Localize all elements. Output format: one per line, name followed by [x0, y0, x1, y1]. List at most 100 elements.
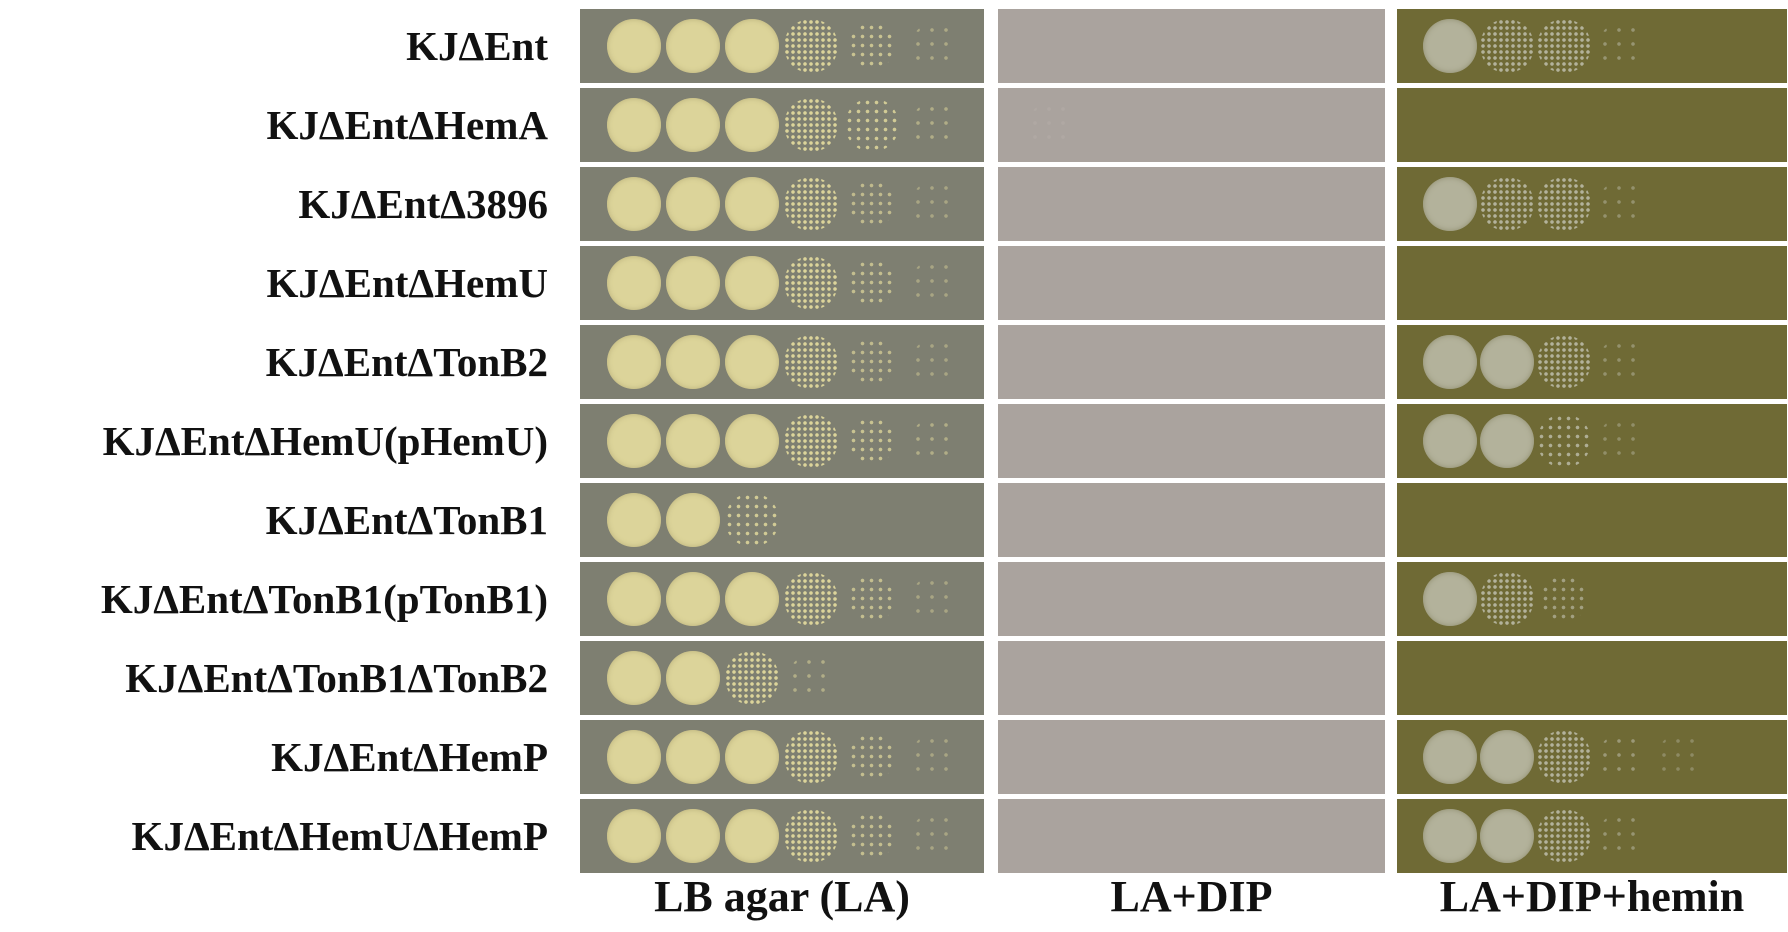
plate-strip	[998, 246, 1385, 320]
colony-spot	[1536, 177, 1591, 231]
colony-spot	[911, 23, 957, 69]
colony-spot	[911, 576, 957, 622]
colony-spot	[1656, 734, 1703, 780]
colony-spot	[666, 98, 720, 152]
colony-spot	[607, 177, 661, 231]
colony-spot	[1422, 809, 1477, 863]
colony-spot	[1422, 730, 1477, 784]
colony-spot	[666, 177, 720, 231]
colony-spot	[911, 181, 957, 227]
colony-spot	[725, 98, 779, 152]
colony-spot	[725, 256, 779, 310]
colony-spot	[911, 734, 957, 780]
colony-spot	[607, 19, 661, 73]
colony-spot	[1027, 102, 1074, 148]
colony-spot	[1597, 23, 1644, 69]
plate-strip	[580, 325, 984, 399]
colony-spot	[666, 730, 720, 784]
plate-strip	[998, 562, 1385, 636]
colony-spot	[849, 339, 895, 385]
colony-spot	[1422, 19, 1477, 73]
colony-spot	[725, 651, 779, 705]
colony-spot	[725, 809, 779, 863]
plate-strip	[1397, 167, 1787, 241]
plate-strip	[1397, 562, 1787, 636]
plate-strip	[1397, 720, 1787, 794]
colony-spot	[666, 493, 720, 547]
colony-spot	[1597, 339, 1644, 385]
colony-spot	[666, 256, 720, 310]
plate-strip	[580, 562, 984, 636]
colony-spot	[1536, 809, 1591, 863]
colony-spot	[725, 493, 779, 547]
colony-spot	[911, 102, 957, 148]
colony-spot	[607, 414, 661, 468]
colony-spot	[1422, 414, 1477, 468]
plate-strip	[580, 483, 984, 557]
plate-strip	[580, 246, 984, 320]
panel-label: LB agar (LA)	[654, 871, 910, 921]
strain-label: KJΔEntΔTonB2	[265, 339, 548, 385]
colony-spot	[607, 651, 661, 705]
colony-spot	[1540, 576, 1587, 622]
plate-strip	[1397, 483, 1787, 557]
colony-spot	[725, 414, 779, 468]
colony-spot	[784, 730, 838, 784]
plate-strip	[580, 641, 984, 715]
colony-spot	[784, 19, 838, 73]
colony-spot	[849, 734, 895, 780]
colony-spot	[1479, 177, 1534, 231]
colony-spot	[725, 335, 779, 389]
colony-spot	[911, 260, 957, 306]
colony-spot	[666, 335, 720, 389]
colony-spot	[1422, 335, 1477, 389]
colony-spot	[784, 414, 838, 468]
plate-strip	[998, 9, 1385, 83]
colony-spot	[1536, 335, 1591, 389]
colony-spot	[1479, 19, 1534, 73]
plate-strip	[1397, 325, 1787, 399]
plate-strip	[998, 88, 1385, 162]
strain-label: KJΔEnt	[406, 23, 548, 69]
panel-label: LA+DIP	[1110, 871, 1273, 921]
strain-label: KJΔEntΔHemA	[266, 102, 548, 148]
strain-label: KJΔEntΔ3896	[298, 181, 548, 227]
plate-strip	[1397, 641, 1787, 715]
plate-strip	[998, 720, 1385, 794]
plate-strip	[998, 404, 1385, 478]
colony-spot	[666, 19, 720, 73]
colony-spot	[1597, 734, 1644, 780]
colony-spot	[666, 414, 720, 468]
colony-spot	[784, 256, 838, 310]
plate-strip	[580, 9, 984, 83]
colony-spot	[1479, 335, 1534, 389]
colony-spot	[1536, 730, 1591, 784]
colony-spot	[911, 813, 957, 859]
colony-spot	[849, 418, 895, 464]
colony-spot	[1597, 813, 1644, 859]
colony-spot	[1479, 414, 1534, 468]
plate-strip	[998, 325, 1385, 399]
colony-spot	[784, 572, 838, 626]
colony-spot	[607, 256, 661, 310]
plate-strip	[1397, 88, 1787, 162]
colony-spot	[1536, 414, 1591, 468]
colony-spot	[1422, 572, 1477, 626]
colony-spot	[849, 181, 895, 227]
colony-spot	[845, 98, 899, 152]
panel-label: LA+DIP+hemin	[1439, 871, 1745, 921]
colony-spot	[849, 813, 895, 859]
colony-spot	[725, 19, 779, 73]
strain-label: KJΔEntΔTonB1	[265, 497, 548, 543]
plate-strip	[580, 720, 984, 794]
colony-spot	[725, 730, 779, 784]
colony-spot	[1422, 177, 1477, 231]
colony-spot	[1479, 572, 1534, 626]
colony-spot	[725, 177, 779, 231]
colony-spot	[784, 335, 838, 389]
colony-spot	[1479, 730, 1534, 784]
colony-spot	[725, 572, 779, 626]
colony-spot	[784, 177, 838, 231]
colony-spot	[784, 809, 838, 863]
